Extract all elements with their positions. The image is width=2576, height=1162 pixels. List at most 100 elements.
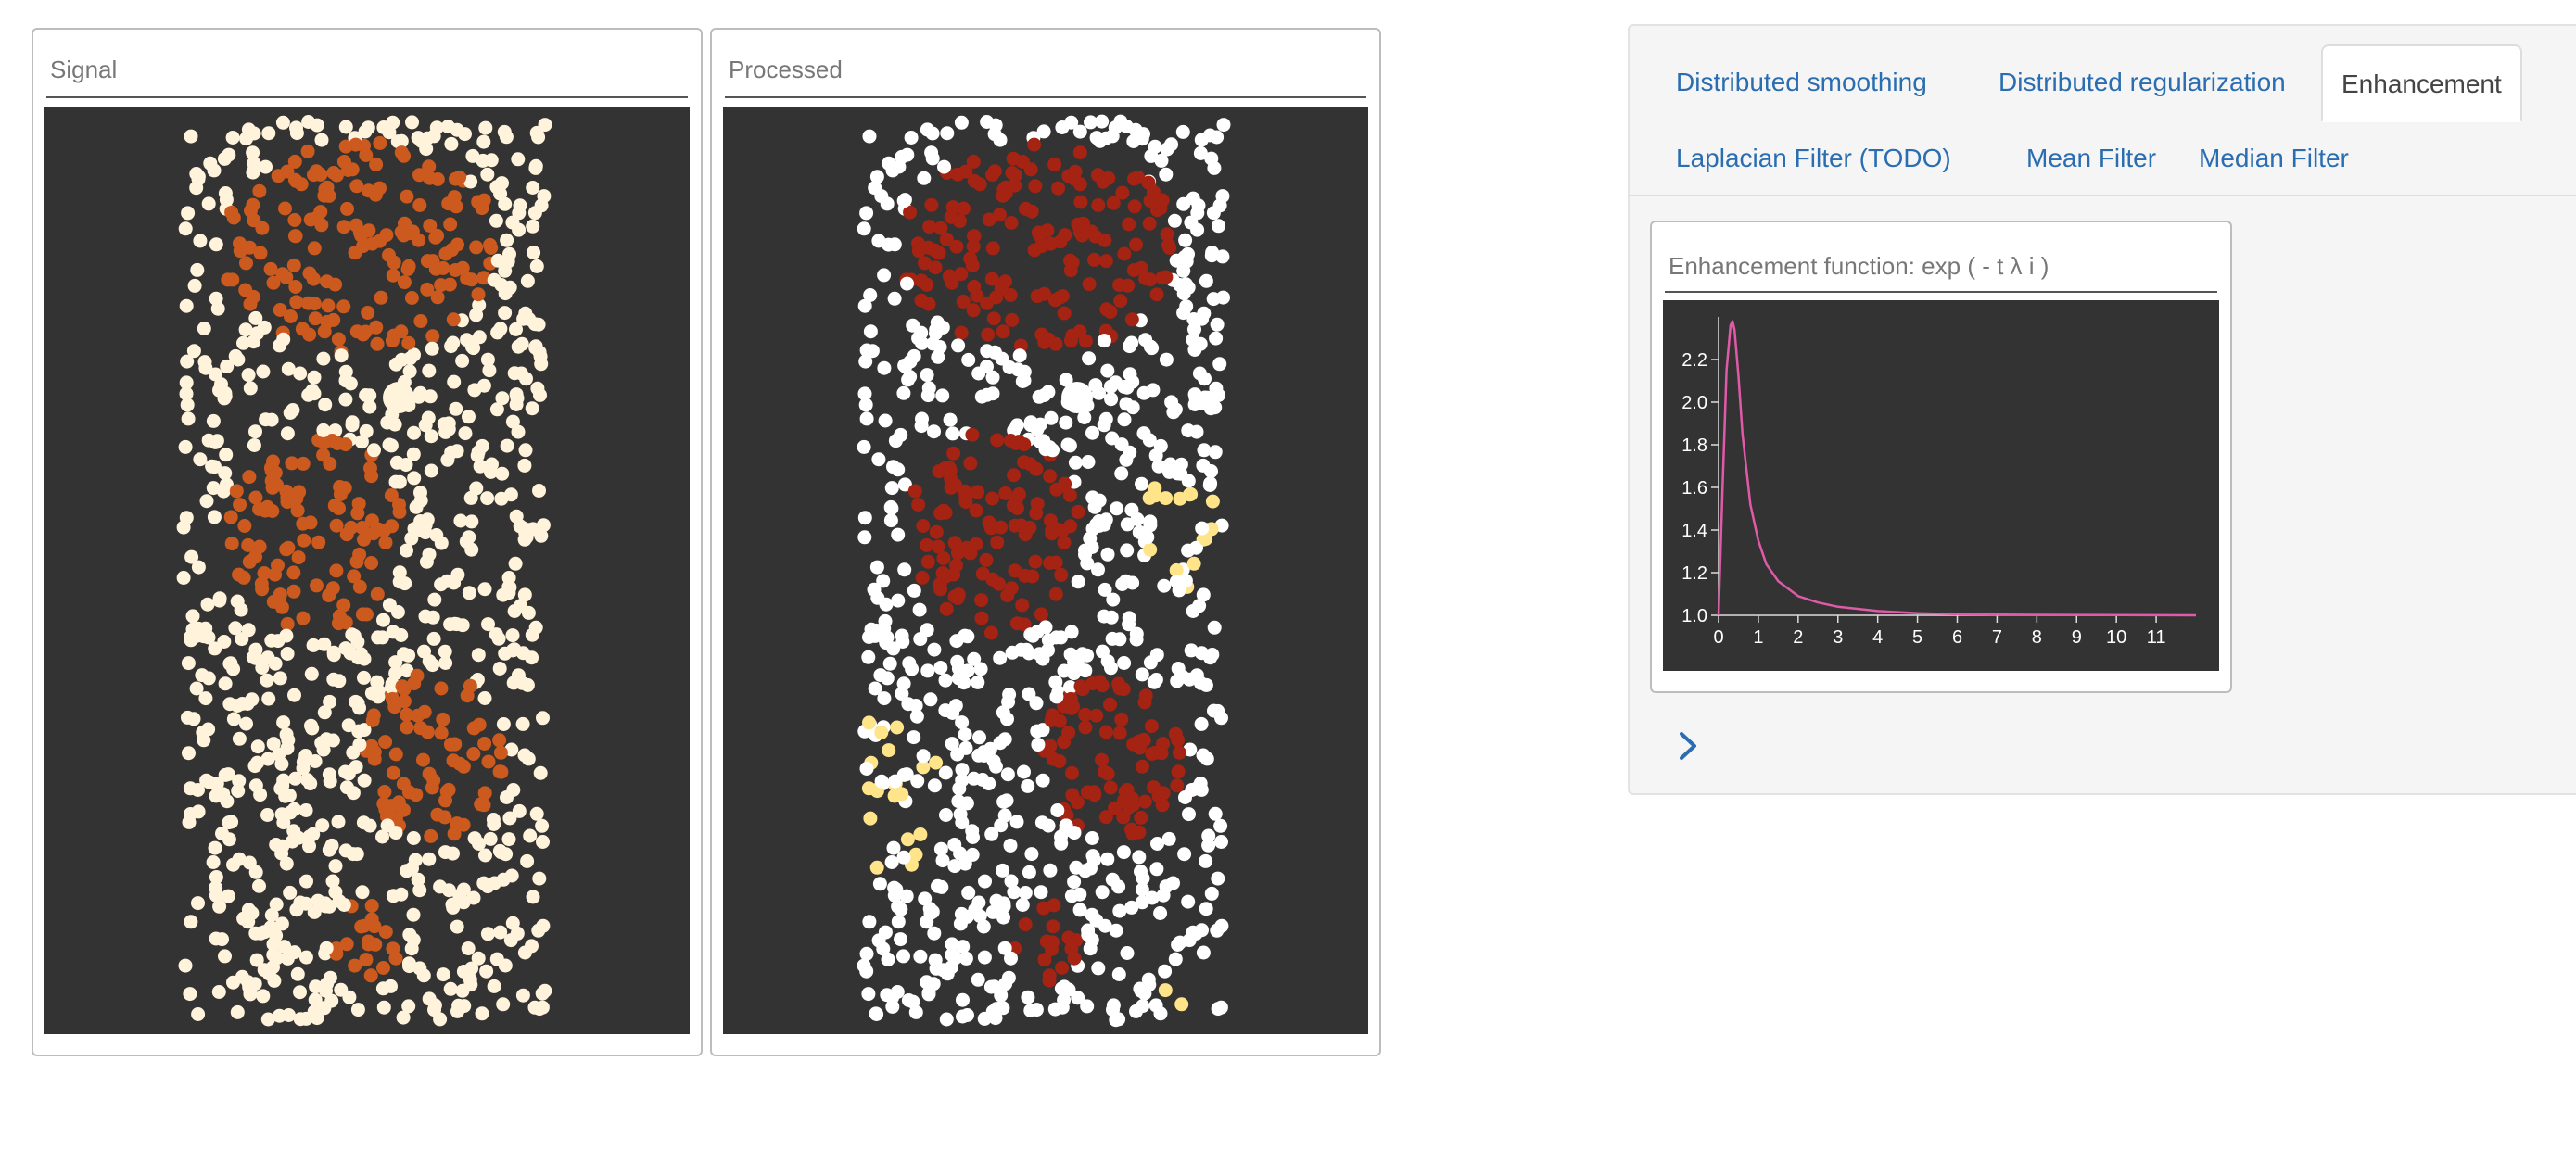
cloud-point: [355, 885, 370, 900]
cloud-point: [280, 647, 295, 661]
cloud-point: [898, 359, 913, 373]
cloud-point: [375, 981, 390, 996]
cloud-point: [1181, 474, 1196, 488]
cloud-point: [1067, 951, 1082, 966]
cloud-point: [1105, 872, 1120, 887]
tab-distributed-regularization[interactable]: Distributed regularization: [1999, 68, 2286, 96]
cloud-point: [325, 733, 340, 748]
chevron-right-icon[interactable]: [1670, 723, 1707, 769]
tab-laplacian-filter[interactable]: Laplacian Filter (TODO): [1676, 144, 1951, 172]
cloud-point: [386, 268, 400, 283]
cloud-point: [259, 412, 273, 427]
cloud-point: [271, 169, 286, 183]
cloud-point: [307, 370, 322, 385]
cloud-point: [362, 399, 377, 414]
processed-canvas[interactable]: [723, 107, 1368, 1034]
cloud-point: [298, 950, 313, 965]
cloud-point: [307, 297, 322, 311]
cloud-point: [422, 159, 437, 174]
cloud-point: [1147, 675, 1161, 689]
cloud-point: [189, 681, 204, 696]
tab-enhancement[interactable]: Enhancement: [2321, 44, 2522, 122]
cloud-point: [1153, 1006, 1168, 1021]
cloud-point: [511, 424, 526, 439]
cloud-point: [505, 628, 520, 643]
x-tick-label: 8: [2032, 627, 2042, 648]
cloud-point: [996, 705, 1010, 720]
cloud-point: [1140, 530, 1155, 545]
cloud-point: [1007, 885, 1022, 900]
cloud-point: [517, 458, 532, 473]
cloud-point: [1065, 788, 1080, 802]
cloud-point: [321, 298, 336, 313]
cloud-point: [219, 193, 234, 208]
cloud-point: [1022, 865, 1036, 879]
cloud-point: [1115, 185, 1130, 200]
cloud-point: [985, 370, 1000, 385]
cloud-point: [219, 448, 234, 462]
cloud-point: [947, 536, 962, 550]
cloud-point: [1009, 418, 1024, 433]
cloud-point: [279, 628, 294, 643]
cloud-point: [318, 398, 333, 412]
cloud-point: [1109, 923, 1123, 938]
cloud-point: [289, 295, 304, 309]
cloud-point: [512, 222, 527, 237]
cloud-point: [440, 574, 454, 588]
cloud-point: [1151, 459, 1166, 474]
cloud-point: [275, 115, 290, 130]
cloud-point: [387, 255, 401, 270]
cloud-point: [492, 662, 507, 676]
cloud-point: [277, 940, 292, 954]
cloud-point: [334, 982, 349, 997]
signal-canvas[interactable]: [44, 107, 690, 1034]
cloud-point: [363, 968, 378, 983]
cloud-point: [341, 163, 355, 177]
cloud-point: [1174, 997, 1189, 1012]
tab-distributed-smoothing[interactable]: Distributed smoothing: [1676, 68, 1927, 96]
tab-mean-filter[interactable]: Mean Filter: [2026, 144, 2157, 172]
cloud-point: [226, 210, 241, 225]
cloud-point: [273, 338, 287, 353]
cloud-point: [1041, 332, 1056, 347]
cloud-point: [400, 720, 414, 735]
cloud-point: [377, 785, 392, 799]
tab-median-filter[interactable]: Median Filter: [2199, 144, 2349, 172]
selected-point[interactable]: [383, 382, 414, 413]
cloud-point: [876, 574, 891, 588]
cloud-point: [240, 697, 255, 711]
cloud-point: [1059, 415, 1073, 430]
cloud-point: [1136, 999, 1150, 1014]
cloud-point: [263, 261, 278, 276]
cloud-point: [894, 427, 908, 442]
cloud-point: [492, 733, 507, 748]
x-tick-label: 10: [2106, 627, 2126, 648]
cloud-point: [1095, 752, 1109, 767]
cloud-point: [1112, 903, 1127, 918]
cloud-point: [1111, 967, 1126, 981]
cloud-point: [438, 810, 452, 825]
cloud-point: [1091, 198, 1106, 212]
cloud-point: [536, 711, 550, 726]
cloud-point: [349, 179, 364, 194]
cloud-point: [483, 831, 498, 846]
cloud-point: [311, 535, 326, 549]
cloud-point: [181, 710, 195, 725]
cloud-point: [1031, 738, 1046, 752]
cloud-point: [1166, 876, 1180, 890]
cloud-point: [862, 630, 876, 644]
cloud-point: [286, 584, 301, 599]
cloud-point: [1063, 519, 1078, 534]
cloud-point: [525, 650, 539, 665]
cloud-point: [1112, 681, 1127, 696]
selected-point[interactable]: [1061, 382, 1093, 413]
cloud-point: [884, 855, 899, 869]
cloud-point: [1207, 703, 1221, 718]
cloud-point: [287, 229, 302, 244]
cloud-point: [388, 826, 403, 840]
cloud-point: [220, 359, 235, 373]
cloud-point: [351, 497, 366, 512]
cloud-point: [1018, 886, 1033, 900]
cloud-point: [369, 157, 384, 171]
cloud-point: [984, 827, 999, 841]
